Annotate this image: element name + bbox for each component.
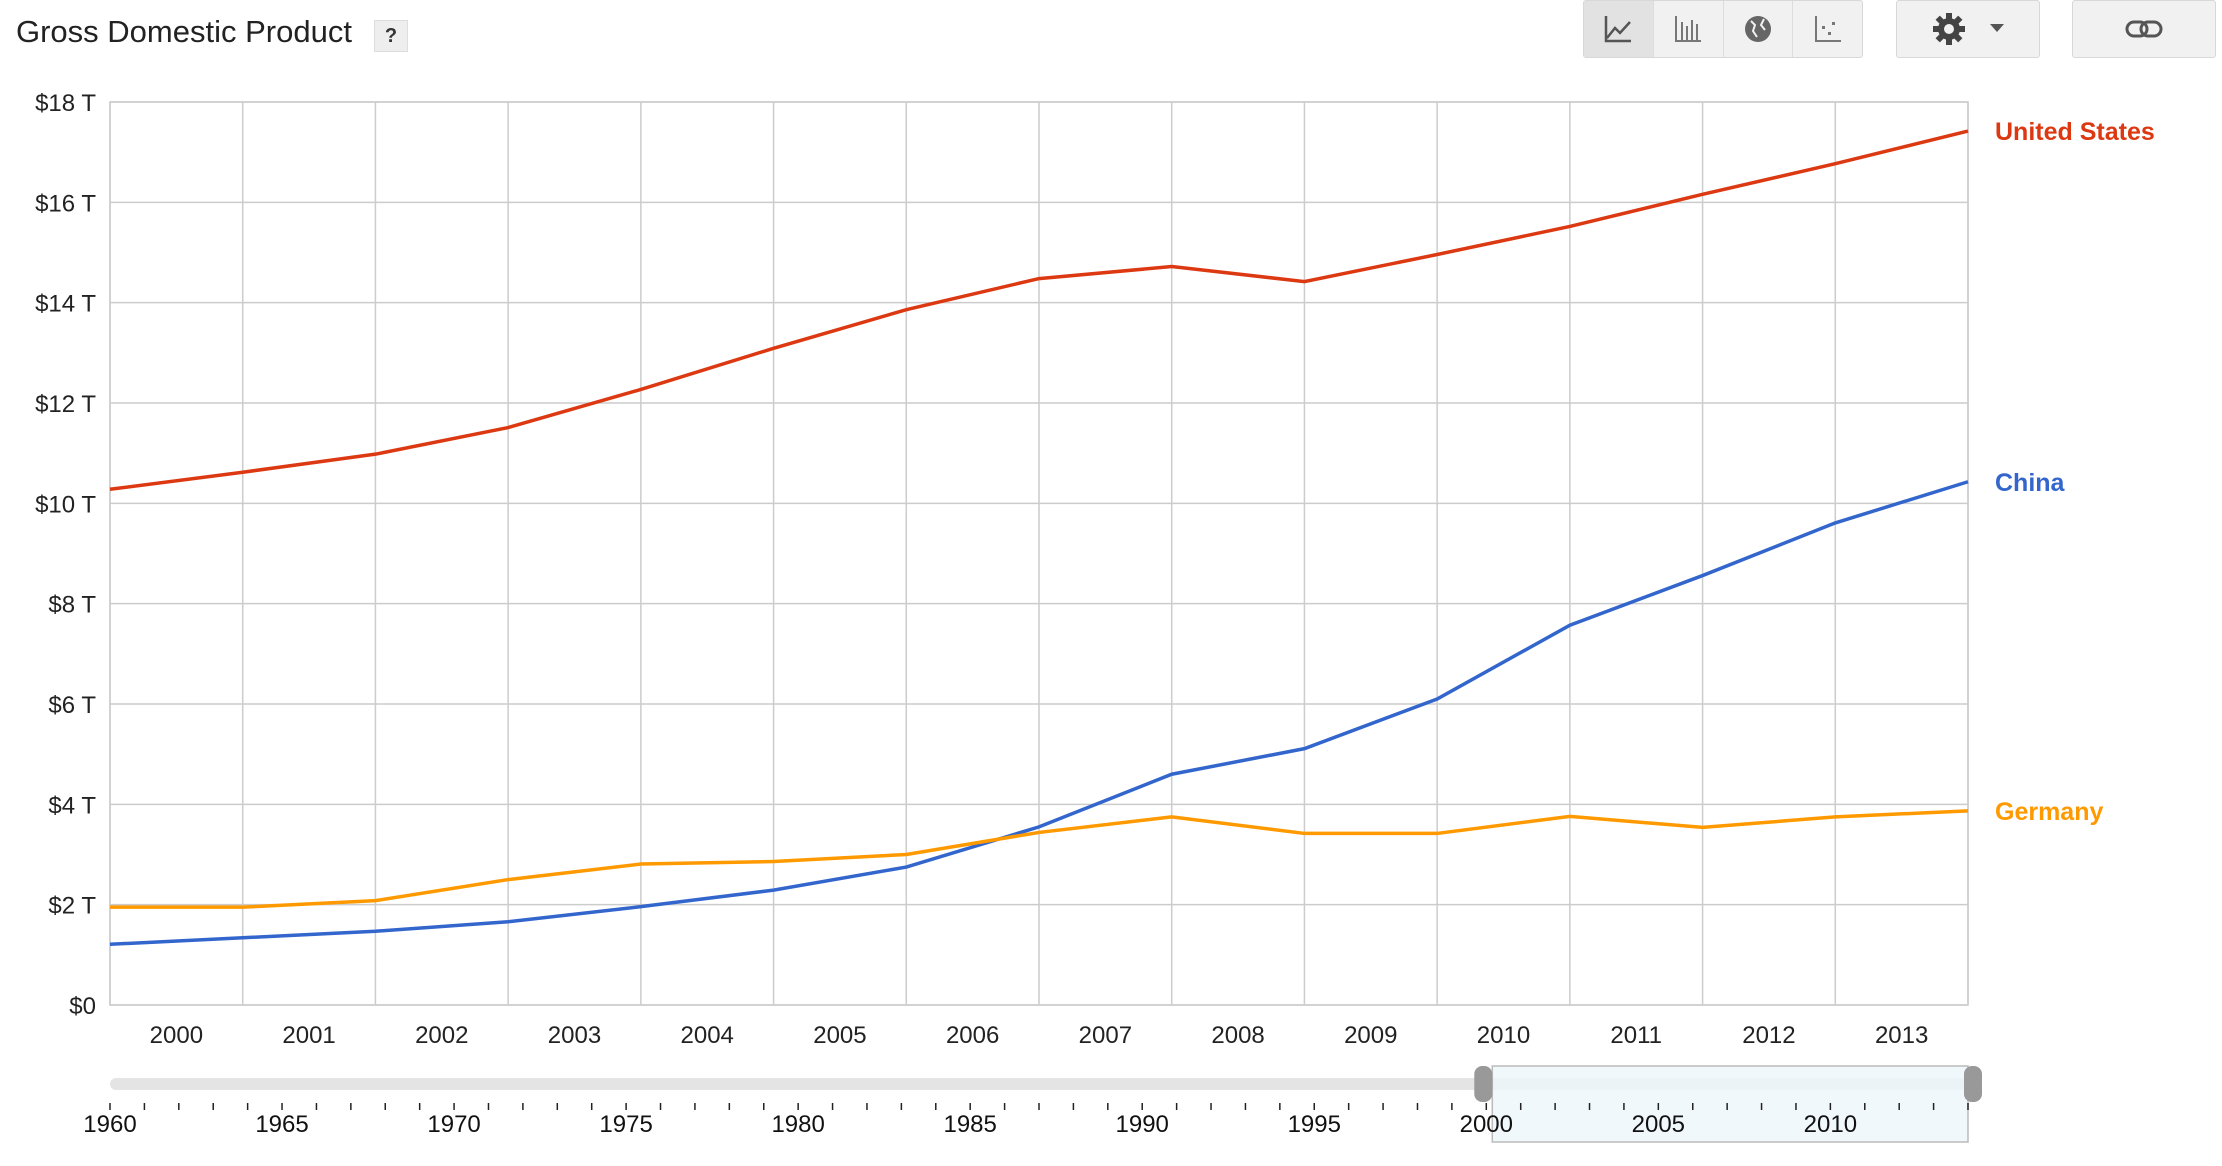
series-line-china <box>109 480 1969 947</box>
settings-button[interactable] <box>1896 0 2040 58</box>
y-tick-label: $18 T <box>35 90 96 117</box>
scatter-button[interactable] <box>1793 1 1862 57</box>
slider-year-label: 2000 <box>1460 1111 1513 1138</box>
series-line-germany <box>110 809 1969 909</box>
x-tick-label: 2003 <box>548 1022 601 1049</box>
series-line-united-states <box>109 129 1969 492</box>
y-tick-label: $0 <box>69 993 96 1020</box>
slider-year-label: 1980 <box>771 1111 824 1138</box>
line-chart-icon <box>1605 16 1632 43</box>
x-tick-label: 2013 <box>1875 1022 1928 1049</box>
x-tick-label: 2001 <box>282 1022 335 1049</box>
x-tick-label: 2004 <box>681 1022 734 1049</box>
x-tick-label: 2010 <box>1477 1022 1530 1049</box>
y-tick-label: $8 T <box>48 592 96 619</box>
legend-label: United States <box>1995 118 2155 146</box>
scatter-icon <box>1814 16 1841 42</box>
x-tick-label: 2011 <box>1610 1022 1662 1049</box>
line-chart-button[interactable] <box>1584 1 1654 57</box>
x-tick-label: 2006 <box>946 1022 999 1049</box>
slider-handle-start[interactable] <box>1474 1066 1493 1102</box>
slider-year-label: 1960 <box>83 1111 136 1138</box>
slider-year-label: 2010 <box>1804 1111 1857 1138</box>
slider-handle-end[interactable] <box>1964 1066 1982 1102</box>
bar-chart-button[interactable] <box>1654 1 1724 57</box>
chevron-down-icon <box>1990 24 2004 32</box>
y-tick-label: $14 T <box>35 291 96 318</box>
slider-year-label: 1995 <box>1288 1111 1341 1138</box>
chart-type-toolbar <box>1583 0 1863 58</box>
y-tick-label: $4 T <box>48 792 96 819</box>
map-button[interactable] <box>1724 1 1794 57</box>
y-tick-label: $6 T <box>48 692 96 719</box>
x-tick-label: 2002 <box>415 1022 468 1049</box>
page-title: Gross Domestic Product <box>16 14 352 49</box>
slider-year-label: 1985 <box>943 1111 996 1138</box>
y-tick-label: $10 T <box>35 491 96 518</box>
slider-selected-range[interactable] <box>1491 1065 1969 1143</box>
bar-chart-icon <box>1675 16 1702 42</box>
x-tick-label: 2000 <box>150 1022 203 1049</box>
slider-year-label: 1975 <box>599 1111 652 1138</box>
slider-year-label: 1965 <box>255 1111 308 1138</box>
help-button[interactable]: ? <box>374 20 408 52</box>
slider-year-label: 1990 <box>1116 1111 1169 1138</box>
x-tick-label: 2012 <box>1742 1022 1795 1049</box>
slider-year-label: 1970 <box>427 1111 480 1138</box>
y-tick-label: $16 T <box>35 190 96 217</box>
legend-label: Germany <box>1995 798 2103 826</box>
slider-year-label: 2005 <box>1632 1111 1685 1138</box>
link-button[interactable] <box>2072 0 2216 58</box>
legend-label: China <box>1995 469 2066 497</box>
x-tick-label: 2009 <box>1344 1022 1397 1049</box>
y-tick-label: $12 T <box>35 391 96 418</box>
x-tick-label: 2007 <box>1079 1022 1132 1049</box>
link-icon <box>2125 20 2163 38</box>
gear-icon <box>1933 13 1965 45</box>
x-tick-label: 2005 <box>813 1022 866 1049</box>
y-tick-label: $2 T <box>48 893 96 920</box>
map-icon <box>1744 16 1771 42</box>
x-tick-label: 2008 <box>1211 1022 1264 1049</box>
